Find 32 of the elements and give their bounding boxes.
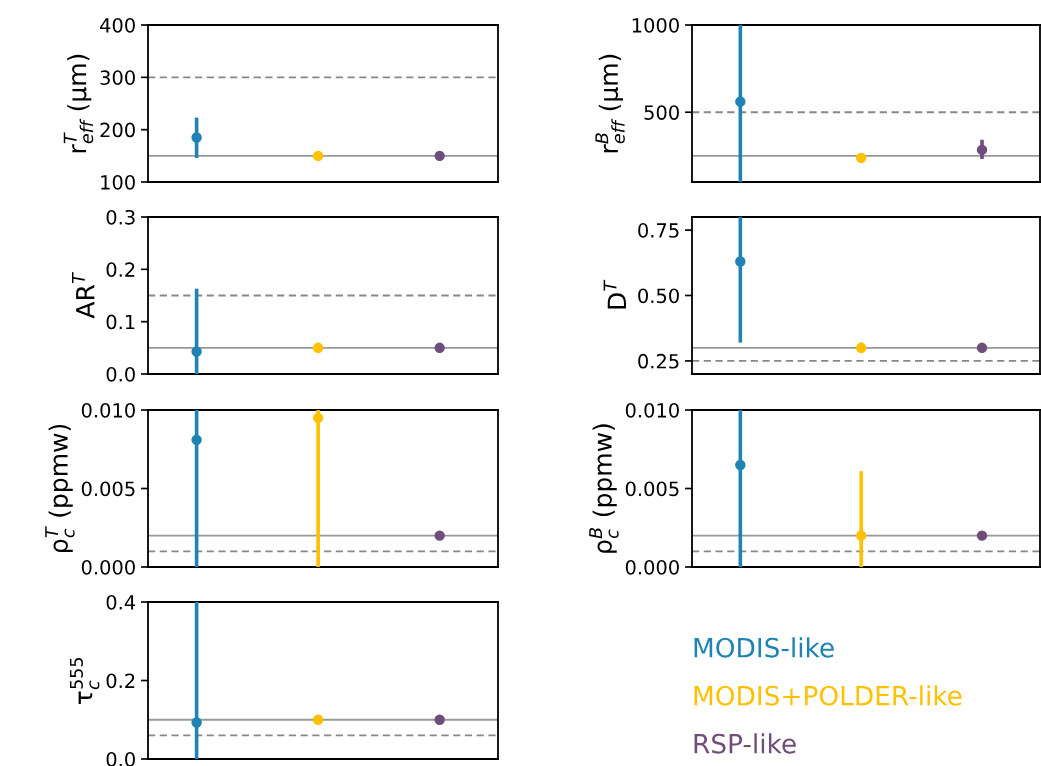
y-tick-label: 0.010 [81, 402, 135, 418]
y-tick-label: 0.0 [106, 751, 135, 766]
y-tick-label: 0.25 [638, 353, 679, 369]
y-tick-label: 0.000 [81, 559, 135, 575]
y-tick-label: 0.010 [625, 402, 679, 418]
y-axis-title: r$^{T}$$_{eff}$ (μm) [63, 54, 94, 153]
y-tick-label: 0.1 [106, 314, 135, 330]
y-tick-label: 0.75 [638, 223, 679, 238]
y-tick-label: 0.0 [106, 366, 135, 382]
y-tick-label: 0.2 [106, 673, 135, 689]
y-tick-label: 400 [100, 17, 135, 33]
y-tick-label: 0.50 [638, 288, 679, 304]
y-tick-label: 0.4 [106, 594, 136, 610]
y-axis-title: ρ$^{B}$$_{c}$ (ppmw) [589, 424, 619, 553]
y-axis-title: τ$^{555}$$_{c}$ [69, 658, 100, 705]
y-tick-label: 0.005 [625, 481, 679, 497]
y-tick-label: 300 [100, 70, 135, 85]
text: RSP-like [694, 733, 796, 754]
y-tick-label: 0.2 [106, 262, 135, 277]
y-axis-title: r$^{B}$$_{eff}$ (μm) [595, 54, 625, 153]
y-tick-label: 0.3 [106, 209, 135, 225]
y-axis-title: ρ$^{T}$$_{c}$ (ppmw) [45, 424, 75, 552]
y-axis-title: AR$^{T}$ [72, 272, 95, 319]
y-tick-label: 0.005 [81, 481, 135, 497]
y-tick-label: 200 [100, 122, 135, 138]
y-tick-label: 500 [644, 105, 679, 120]
y-axis-title: D$^{T}$ [603, 279, 626, 309]
y-tick-label: 0.000 [625, 559, 679, 575]
y-tick-label: 100 [101, 174, 135, 190]
text: MODIS+POLDER-like [694, 685, 962, 706]
y-tick-label: 1000 [632, 17, 679, 33]
text: MODIS-like [694, 637, 834, 658]
